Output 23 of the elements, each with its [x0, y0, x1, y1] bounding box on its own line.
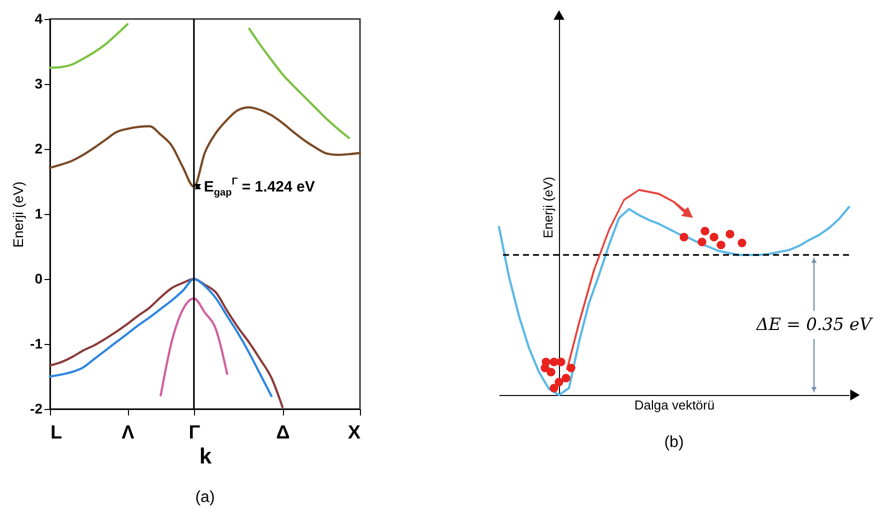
y-tick-label: 0 — [34, 270, 43, 286]
y-tick-label: 3 — [34, 76, 43, 92]
x-tick-label: Λ — [122, 422, 135, 444]
line-series — [48, 23, 129, 69]
text: (a) — [195, 489, 215, 506]
x-tick-label: Δ — [276, 422, 290, 444]
y-tick-label: 4 — [34, 10, 43, 26]
annotation: ΔE = 0.35 eV — [755, 314, 874, 335]
x-axis-title: Dalga vektörü — [634, 398, 715, 412]
x-tick-label: Γ — [188, 422, 201, 444]
y-tick-label: -1 — [30, 336, 43, 352]
y-axis-title: Enerji (eV) — [540, 176, 556, 238]
text: (b) — [664, 434, 684, 451]
y-tick-label: -2 — [30, 400, 43, 416]
line-series — [248, 28, 350, 140]
x-tick-label: L — [50, 422, 62, 444]
y-tick-label: 1 — [34, 206, 43, 222]
y-axis-title: Enerji (eV) — [10, 181, 26, 248]
y-tick-label: 2 — [34, 140, 43, 156]
x-axis-title: k — [199, 444, 212, 468]
line-series — [160, 297, 228, 396]
annotation: E$_{gap}$$^{Γ}$ = 1.424 eV — [204, 176, 315, 199]
x-tick-label: X — [348, 422, 361, 444]
